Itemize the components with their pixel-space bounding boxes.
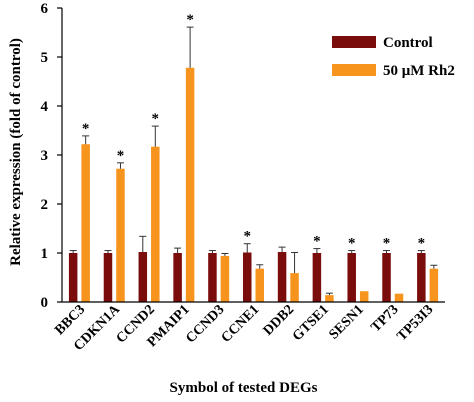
x-tick-label: CCNE1 bbox=[219, 302, 263, 346]
bars: * * * * * * * * * bbox=[68, 12, 439, 302]
bar-control bbox=[68, 253, 78, 302]
legend-label-control: Control bbox=[383, 35, 433, 51]
bar-rh2 bbox=[429, 268, 439, 302]
y-tick-label: 3 bbox=[41, 148, 49, 164]
x-tick-label: GTSE1 bbox=[290, 302, 332, 344]
bar-control bbox=[208, 253, 217, 302]
significance-mark: * bbox=[186, 12, 194, 28]
bar-rh2 bbox=[81, 144, 90, 302]
bar-rh2 bbox=[359, 291, 369, 302]
bar-control bbox=[173, 253, 182, 302]
significance-mark: * bbox=[82, 121, 90, 137]
bar-control bbox=[417, 253, 426, 302]
bar-rh2 bbox=[220, 255, 230, 302]
significance-mark: * bbox=[313, 234, 321, 250]
x-tick-label: SESN1 bbox=[326, 302, 366, 342]
significance-mark: * bbox=[244, 229, 252, 245]
y-tick-label: 5 bbox=[41, 50, 49, 66]
significance-mark: * bbox=[418, 236, 426, 252]
legend: Control 50 μM Rh2 bbox=[332, 35, 455, 79]
significance-mark: * bbox=[348, 236, 356, 252]
bar-control bbox=[347, 253, 356, 302]
bar-rh2 bbox=[394, 293, 404, 302]
bar-control bbox=[138, 252, 148, 302]
y-tick-label: 2 bbox=[41, 197, 49, 213]
bar-control bbox=[312, 253, 322, 302]
bar-rh2 bbox=[116, 168, 125, 302]
bar-control bbox=[382, 253, 391, 302]
y-axis-title: Relative expression (fold of control) bbox=[8, 38, 24, 266]
legend-swatch-rh2 bbox=[332, 64, 376, 76]
x-axis: BBC3CDKN1ACCND2PMAIP1CCND3CCNE1DDB2GTSE1… bbox=[52, 301, 445, 354]
bar-control bbox=[277, 252, 287, 302]
significance-mark: * bbox=[383, 236, 391, 252]
x-axis-title: Symbol of tested DEGs bbox=[170, 380, 318, 396]
y-axis: 0 1 2 3 4 5 6 bbox=[41, 1, 63, 311]
y-tick-label: 4 bbox=[41, 99, 49, 115]
bar-rh2 bbox=[290, 273, 299, 302]
y-tick-label: 6 bbox=[41, 1, 49, 17]
bar-rh2 bbox=[185, 67, 195, 302]
y-tick-label: 1 bbox=[41, 246, 49, 262]
significance-mark: * bbox=[152, 111, 160, 127]
y-tick-label: 0 bbox=[41, 295, 49, 311]
legend-label-rh2: 50 μM Rh2 bbox=[383, 63, 455, 79]
x-tick-label: CCND3 bbox=[183, 302, 227, 346]
bar-rh2 bbox=[151, 146, 160, 302]
bar-rh2 bbox=[255, 268, 264, 302]
bar-control bbox=[103, 253, 113, 302]
bar-rh2 bbox=[325, 295, 334, 302]
significance-mark: * bbox=[117, 148, 125, 164]
bar-control bbox=[243, 252, 252, 302]
x-tick-label: TP53I3 bbox=[394, 302, 436, 344]
legend-swatch-control bbox=[332, 36, 376, 48]
